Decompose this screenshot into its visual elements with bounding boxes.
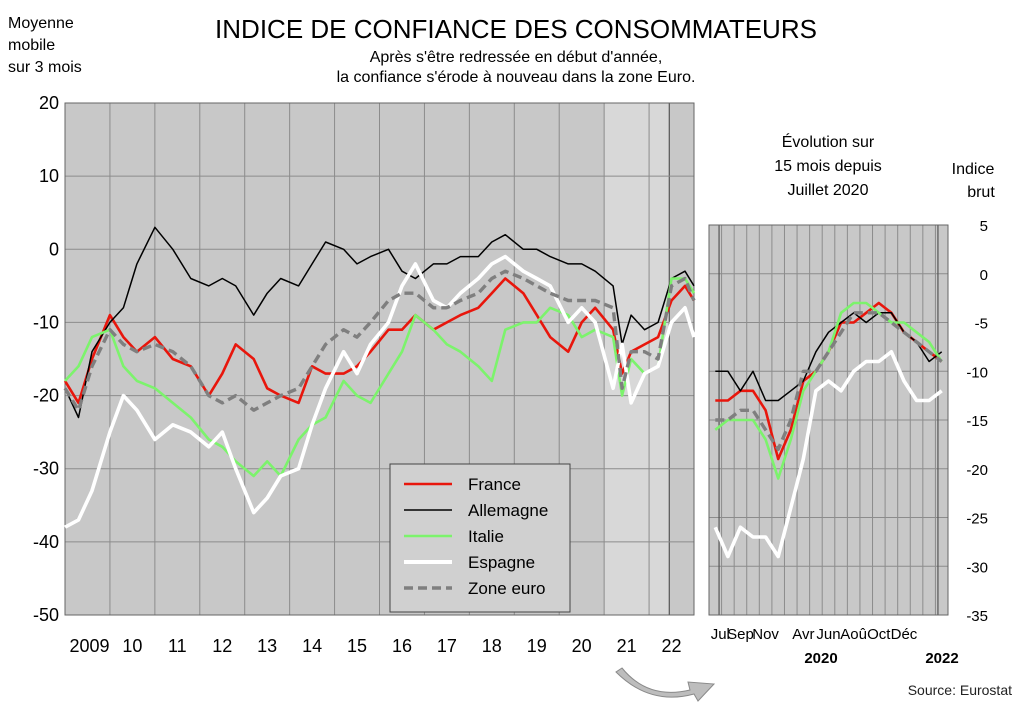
chart-subtitle-line-1: Après s'être redressée en début d'année, bbox=[370, 49, 663, 66]
inset-series-line-espagne bbox=[713, 349, 943, 559]
left-axis-title-line-2: mobile bbox=[8, 37, 55, 54]
inset-series-line-italie bbox=[714, 301, 943, 480]
source-note: Source: Eurostat bbox=[908, 682, 1012, 698]
arrow-icon bbox=[615, 667, 716, 702]
inset-x-tick-label: Avr bbox=[792, 626, 814, 643]
inset-y-tick-label: -25 bbox=[966, 511, 988, 528]
y-tick-label: -50 bbox=[33, 605, 59, 625]
inset-y-tick-label: -35 bbox=[966, 608, 988, 625]
right-axis-title: Indice brut bbox=[952, 161, 996, 201]
main-series bbox=[63, 226, 696, 529]
inset-y-tick-label: 0 bbox=[980, 267, 988, 284]
y-tick-label: 0 bbox=[49, 239, 59, 259]
y-tick-label: -40 bbox=[33, 532, 59, 552]
inset-x-tick-label: Jun bbox=[816, 626, 840, 643]
x-tick-label: 15 bbox=[347, 636, 367, 656]
inset-year-label: 2020 bbox=[804, 650, 837, 667]
x-tick-label: 18 bbox=[482, 636, 502, 656]
legend-label: Espagne bbox=[468, 553, 535, 572]
series-line-france bbox=[63, 277, 696, 405]
y-tick-label: -30 bbox=[33, 459, 59, 479]
inset-plot-border bbox=[708, 224, 949, 616]
header: INDICE DE CONFIANCE DES CONSOMMATEURS Ap… bbox=[215, 14, 817, 86]
x-tick-label: 19 bbox=[527, 636, 547, 656]
left-axis-title-line-3: sur 3 mois bbox=[8, 59, 82, 76]
inset-y-tick-label: -5 bbox=[975, 316, 988, 333]
series-line-italie bbox=[64, 277, 696, 478]
x-tick-label: 14 bbox=[302, 636, 322, 656]
inset-series-line-zone-euro bbox=[715, 311, 943, 451]
legend-label: Zone euro bbox=[468, 579, 546, 598]
left-axis-title-line-1: Moyenne bbox=[8, 15, 74, 32]
legend-label: France bbox=[468, 475, 521, 494]
chart-subtitle-line-2: la confiance s'érode à nouveau dans la z… bbox=[337, 69, 696, 86]
inset-title-line-2: 15 mois depuis bbox=[774, 158, 882, 175]
inset-title-line-1: Évolution sur bbox=[782, 132, 875, 151]
left-axis-title: Moyenne mobile sur 3 mois bbox=[8, 15, 82, 76]
y-tick-label: 10 bbox=[39, 166, 59, 186]
x-tick-label: 21 bbox=[617, 636, 637, 656]
x-tick-label: 11 bbox=[168, 636, 187, 656]
series-line-allemagne bbox=[64, 226, 695, 419]
chart-title: INDICE DE CONFIANCE DES CONSOMMATEURS bbox=[215, 14, 817, 44]
series-line-zone-euro bbox=[63, 269, 696, 412]
inset-x-tick-label: Nov bbox=[752, 626, 779, 643]
inset-title-line-3: Juillet 2020 bbox=[788, 182, 869, 199]
y-tick-label: 20 bbox=[39, 93, 59, 113]
inset-x-tick-label: Oct bbox=[867, 626, 891, 643]
inset-y-tick-label: -15 bbox=[966, 413, 988, 430]
y-tick-label: -20 bbox=[33, 386, 59, 406]
x-tick-label: 17 bbox=[437, 636, 457, 656]
legend-label: Allemagne bbox=[468, 501, 548, 520]
inset-x-tick-label: Déc bbox=[891, 626, 918, 643]
x-tick-label: 16 bbox=[392, 636, 412, 656]
legend-label: Italie bbox=[468, 527, 504, 546]
x-tick-label: 10 bbox=[122, 636, 142, 656]
x-tick-label: 12 bbox=[212, 636, 232, 656]
right-axis-title-line-1: Indice bbox=[952, 161, 995, 178]
x-tick-label: 22 bbox=[662, 636, 682, 656]
inset-year-label: 2022 bbox=[925, 650, 958, 667]
inset-x-tick-label: Jul bbox=[711, 626, 730, 643]
y-tick-label: -10 bbox=[33, 312, 59, 332]
series-line-espagne bbox=[64, 254, 696, 529]
inset-x-tick-label: Aoû bbox=[840, 626, 867, 643]
inset-y-tick-label: 5 bbox=[980, 218, 988, 235]
legend: France Allemagne Italie Espagne Zone euro bbox=[389, 463, 571, 613]
right-axis-title-line-2: brut bbox=[967, 184, 995, 201]
inset-y-tick-label: -20 bbox=[966, 462, 988, 479]
inset-y-tick-label: -30 bbox=[966, 559, 988, 576]
x-tick-label: 2009 bbox=[69, 636, 109, 656]
x-tick-label: 13 bbox=[257, 636, 277, 656]
inset-series bbox=[713, 301, 943, 559]
inset-y-tick-label: -10 bbox=[966, 364, 988, 381]
main-plot-border bbox=[64, 102, 695, 616]
inset-title: Évolution sur 15 mois depuis Juillet 202… bbox=[774, 132, 882, 199]
x-tick-label: 20 bbox=[572, 636, 592, 656]
main-chart: 20 10 0 -10 -20 -30 -40 -50 2009 10 11 12 13 14 15 16 17… bbox=[33, 93, 696, 656]
inset-x-tick-label: Sep bbox=[727, 626, 754, 643]
